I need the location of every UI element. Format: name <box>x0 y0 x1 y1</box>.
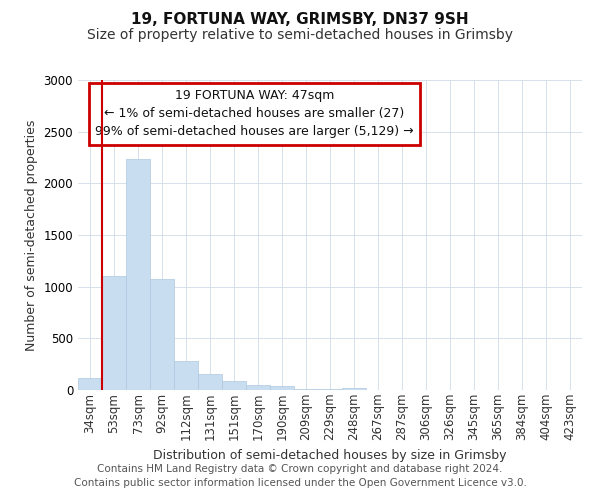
Text: 19 FORTUNA WAY: 47sqm
← 1% of semi-detached houses are smaller (27)
99% of semi-: 19 FORTUNA WAY: 47sqm ← 1% of semi-detac… <box>95 90 414 138</box>
Bar <box>246 385 270 390</box>
Bar <box>198 374 222 390</box>
Bar <box>270 386 294 390</box>
Text: Contains HM Land Registry data © Crown copyright and database right 2024.
Contai: Contains HM Land Registry data © Crown c… <box>74 464 526 487</box>
Bar <box>342 388 366 390</box>
X-axis label: Distribution of semi-detached houses by size in Grimsby: Distribution of semi-detached houses by … <box>153 448 507 462</box>
Y-axis label: Number of semi-detached properties: Number of semi-detached properties <box>25 120 38 350</box>
Text: 19, FORTUNA WAY, GRIMSBY, DN37 9SH: 19, FORTUNA WAY, GRIMSBY, DN37 9SH <box>131 12 469 28</box>
Bar <box>222 380 246 390</box>
Bar <box>102 276 126 390</box>
Bar <box>78 378 102 390</box>
Bar <box>294 389 318 390</box>
Bar <box>174 360 198 390</box>
Text: Size of property relative to semi-detached houses in Grimsby: Size of property relative to semi-detach… <box>87 28 513 42</box>
Bar <box>126 158 150 390</box>
Bar <box>150 280 174 390</box>
